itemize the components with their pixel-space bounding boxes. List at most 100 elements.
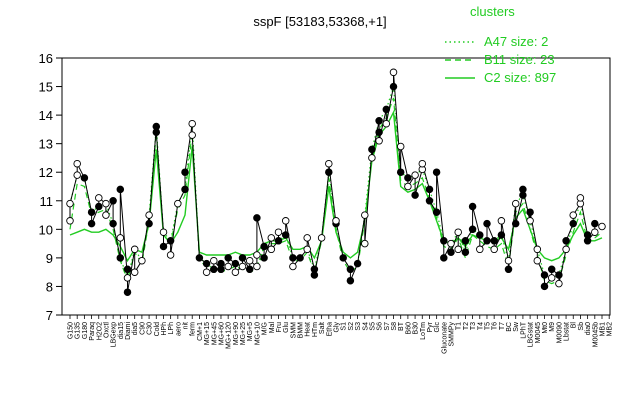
data-point: [195, 254, 204, 262]
x-tick-label: T4: [477, 322, 484, 330]
data-point: [123, 274, 132, 282]
data-point: [591, 228, 599, 236]
data-point: [73, 159, 81, 168]
data-point: [116, 185, 125, 194]
data-point: [281, 217, 290, 225]
x-tick-label: dia5: [132, 322, 139, 335]
x-tick-label: LPhT: [520, 321, 527, 338]
data-point: [526, 208, 534, 216]
data-point: [253, 262, 261, 271]
data-point: [66, 199, 74, 208]
data-point: [238, 262, 247, 271]
x-tick-label: Oxctl: [103, 322, 110, 338]
x-tick-label: LPh: [168, 322, 175, 335]
data-point: [224, 262, 232, 271]
x-tick-label: MG+90: [233, 322, 240, 345]
data-point: [253, 251, 261, 259]
data-point: [260, 254, 268, 262]
y-tick-label: 14: [39, 108, 53, 123]
x-tick-label: MG+10: [254, 322, 261, 345]
data-point: [310, 271, 319, 279]
x-tick-label: Gly: [334, 322, 341, 333]
data-point: [138, 256, 146, 265]
data-point: [332, 217, 340, 225]
data-point: [490, 237, 498, 245]
data-point: [540, 282, 549, 291]
data-point: [325, 168, 333, 176]
data-point: [109, 219, 117, 228]
data-point: [109, 197, 117, 205]
x-tick-label: BMM: [298, 322, 305, 339]
x-tick-label: Sw: [513, 321, 520, 332]
data-point: [382, 105, 391, 114]
data-point: [174, 199, 182, 208]
data-point: [533, 245, 542, 254]
data-point: [576, 194, 585, 202]
data-point: [411, 191, 419, 199]
x-tick-label: T3: [470, 322, 477, 330]
x-tick-label: MG+45: [211, 322, 218, 345]
data-point: [591, 219, 599, 228]
y-tick-label: 8: [46, 279, 53, 294]
x-tick-label: M9: [549, 322, 556, 332]
data-point: [454, 228, 462, 236]
x-tick-label: MB2: [607, 322, 614, 337]
data-point: [425, 197, 434, 205]
x-tick-label: T6: [492, 322, 499, 330]
x-tick-label: Paraq: [89, 322, 96, 341]
data-point: [87, 219, 96, 228]
data-point: [598, 222, 606, 231]
data-point: [181, 185, 189, 194]
y-tick-label: 16: [39, 51, 53, 66]
data-point: [468, 202, 477, 211]
x-tick-label: C90: [139, 322, 146, 335]
data-point: [418, 159, 427, 168]
data-point: [404, 182, 412, 191]
data-point: [303, 234, 311, 242]
x-tick-label: M0090: [556, 322, 563, 344]
data-point: [231, 259, 240, 268]
x-tick-label: aero: [175, 322, 182, 336]
data-point: [382, 119, 391, 128]
x-tick-label: LBGstat: [528, 322, 535, 347]
data-point: [267, 245, 276, 254]
y-tick-label: 9: [46, 251, 53, 266]
legend-label: C2 size: 897: [484, 70, 556, 85]
data-point: [404, 174, 412, 182]
data-point: [447, 248, 455, 256]
x-tick-label: ferm: [190, 322, 197, 336]
data-point: [504, 265, 513, 274]
data-point: [116, 234, 125, 242]
data-point: [440, 237, 448, 245]
data-point: [166, 237, 175, 245]
x-tick-label: S2: [348, 322, 355, 331]
data-point: [547, 274, 556, 282]
x-tick-label: Mal: [269, 322, 276, 334]
x-tick-label: T2: [463, 322, 470, 330]
data-point: [245, 265, 254, 274]
data-point: [116, 254, 125, 262]
data-point: [95, 194, 103, 202]
y-tick-label: 15: [39, 80, 53, 95]
data-point: [511, 219, 520, 228]
data-point: [346, 265, 355, 274]
x-tick-label: HTm: [312, 322, 319, 337]
data-point: [238, 254, 247, 262]
data-point: [468, 225, 477, 234]
data-point: [123, 265, 132, 274]
data-point: [440, 254, 448, 262]
x-tick-label: HPh: [161, 322, 168, 336]
x-tick-label: M0045: [535, 322, 542, 344]
x-tick-label: dia15: [118, 322, 125, 339]
data-point: [231, 268, 240, 276]
data-point: [346, 276, 355, 285]
data-point: [483, 237, 491, 245]
data-point: [267, 234, 276, 242]
data-point: [159, 242, 168, 251]
data-point: [497, 231, 506, 239]
data-point: [130, 268, 139, 276]
data-point: [159, 228, 168, 236]
data-point: [166, 251, 175, 259]
